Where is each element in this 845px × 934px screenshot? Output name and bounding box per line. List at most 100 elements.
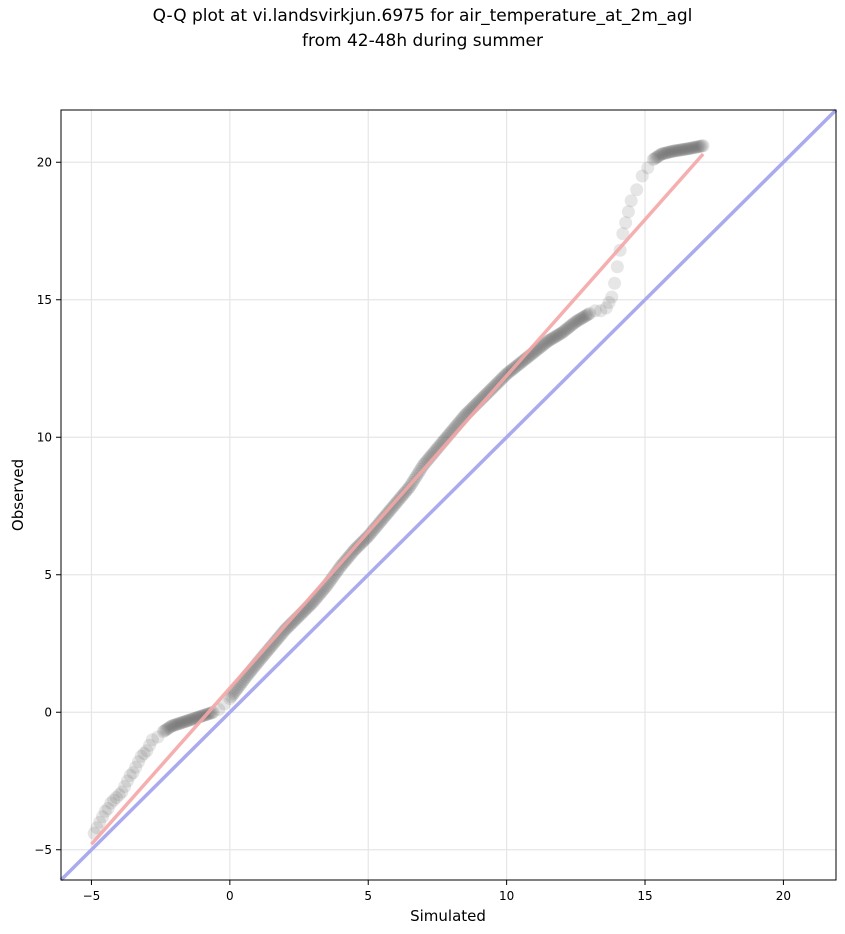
y-tick-label: 10 (37, 430, 52, 444)
quantile-point (545, 332, 559, 346)
quantile-point (487, 379, 501, 393)
quantile-point (663, 145, 677, 159)
quantile-point (336, 556, 350, 570)
quantile-point (682, 142, 696, 155)
quantile-point (381, 506, 395, 520)
quantile-point (161, 722, 175, 736)
quantile-point (579, 309, 593, 323)
quantile-point (335, 558, 349, 572)
quantile-point (374, 514, 388, 528)
quantile-point (490, 377, 504, 391)
quantile-point (145, 733, 159, 747)
quantile-point (518, 353, 532, 367)
quantile-point (278, 623, 292, 637)
quantile-point (151, 730, 165, 744)
quantile-point (646, 153, 660, 166)
chart-title: Q-Q plot at vi.landsvirkjun.6975 for air… (152, 6, 693, 26)
quantile-point (174, 716, 188, 730)
quantile-point (624, 194, 638, 208)
quantile-point (354, 536, 368, 550)
quantile-point (334, 560, 348, 573)
quantile-point (605, 290, 619, 304)
quantile-point (602, 296, 616, 309)
quantile-point (415, 460, 429, 474)
quantile-point (572, 313, 586, 327)
quantile-point (176, 715, 190, 729)
quantile-point (101, 802, 115, 815)
quantile-point (619, 216, 633, 230)
quantile-point (129, 760, 143, 774)
quantile-point (558, 324, 572, 338)
quantile-point (120, 774, 134, 788)
quantile-point (358, 532, 372, 546)
quantile-point (356, 535, 370, 549)
quantile-point (277, 624, 291, 638)
quantile-point (158, 724, 172, 738)
quantile-point (649, 151, 663, 165)
quantile-point (583, 307, 597, 320)
y-tick-label: −5 (34, 843, 52, 857)
quantile-point (123, 769, 137, 782)
quantile-point (140, 744, 154, 758)
x-tick-label: 5 (364, 889, 372, 903)
quantile-point (93, 815, 107, 829)
quantile-point (180, 714, 194, 728)
quantile-point (668, 144, 682, 158)
quantile-point (551, 328, 565, 342)
quantile-point (181, 714, 195, 727)
quantile-point (414, 462, 428, 476)
quantile-point (227, 686, 241, 700)
quantile-point (573, 312, 587, 326)
quantile-point (104, 796, 118, 810)
quantile-point (563, 319, 577, 333)
quantile-point (223, 692, 237, 705)
quantile-point (368, 521, 382, 535)
quantile-point (650, 150, 664, 164)
y-axis-label: Observed (9, 459, 27, 531)
quantile-point (364, 526, 378, 540)
quantile-point (659, 146, 673, 160)
quantile-point (482, 385, 496, 399)
quantile-point (338, 555, 352, 569)
quantile-point (695, 139, 709, 153)
quantile-point (486, 381, 500, 395)
quantile-point (163, 720, 177, 734)
quantile-point (162, 721, 176, 735)
quantile-point (156, 725, 170, 738)
quantile-point (549, 329, 563, 343)
quantile-point (567, 316, 581, 330)
quantile-point (173, 716, 187, 730)
quantile-point (537, 337, 551, 351)
quantile-point (656, 147, 670, 161)
quantile-point (671, 143, 685, 157)
quantile-point (159, 723, 173, 737)
quantile-point (621, 205, 635, 219)
quantile-point (655, 147, 669, 161)
quantile-point (616, 227, 630, 241)
quantile-point (375, 513, 389, 527)
quantile-point (177, 715, 191, 729)
x-tick-label: −5 (83, 889, 101, 903)
plot-area (60, 109, 837, 881)
quantile-point (641, 161, 655, 175)
quantile-point (172, 717, 186, 731)
quantile-point (684, 141, 698, 155)
quantile-point (548, 330, 562, 344)
quantile-point (577, 310, 591, 324)
quantile-point (370, 519, 384, 533)
quantile-point (143, 738, 157, 752)
quantile-point (555, 326, 569, 340)
quantile-point (688, 140, 702, 154)
quantile-point (118, 780, 132, 793)
reference-line (59, 108, 838, 882)
x-tick-label: 20 (776, 889, 791, 903)
quantile-point (332, 561, 346, 575)
x-tick-label: 0 (226, 889, 234, 903)
chart-subtitle: from 42-48h during summer (302, 31, 543, 51)
quantile-point (566, 317, 580, 331)
quantile-point (561, 321, 575, 335)
quantile-point (581, 307, 595, 321)
y-tick-label: 0 (44, 705, 52, 719)
quantile-point (680, 142, 694, 156)
